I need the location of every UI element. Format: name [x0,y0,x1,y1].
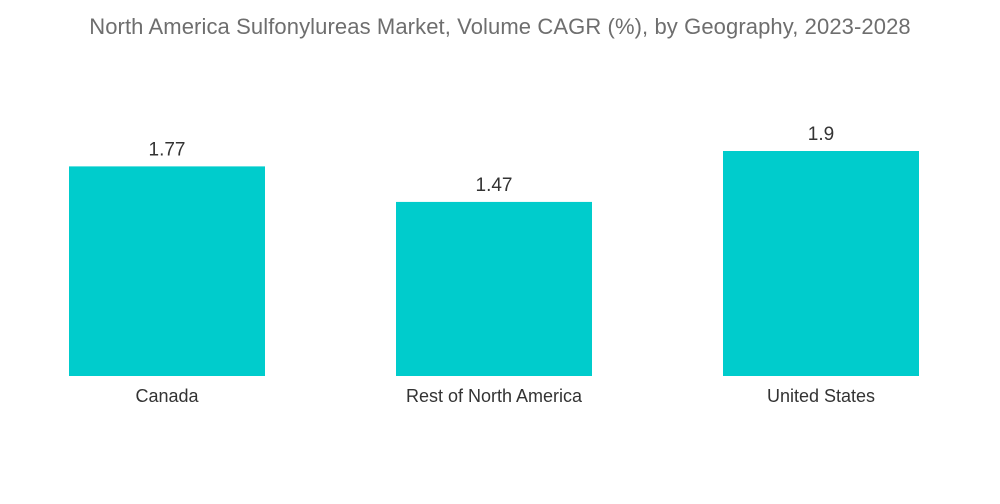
bar-united-states [723,151,919,376]
data-labels-group: 1.77 1.47 1.9 [149,124,835,196]
bar-canada [69,166,265,376]
data-label-united-states: 1.9 [808,124,834,145]
x-tick-label-rest-of-north-america: Rest of North America [406,386,583,406]
chart-title: North America Sulfonylureas Market, Volu… [89,14,911,39]
x-tick-label-united-states: United States [767,386,875,406]
bars-group [69,151,919,376]
bar-rest-of-north-america [396,201,592,376]
data-label-canada: 1.77 [149,139,186,160]
x-tick-labels-group: Canada Rest of North America United States [135,386,875,406]
x-tick-label-canada: Canada [135,386,199,406]
data-label-rest-of-north-america: 1.47 [476,175,513,196]
